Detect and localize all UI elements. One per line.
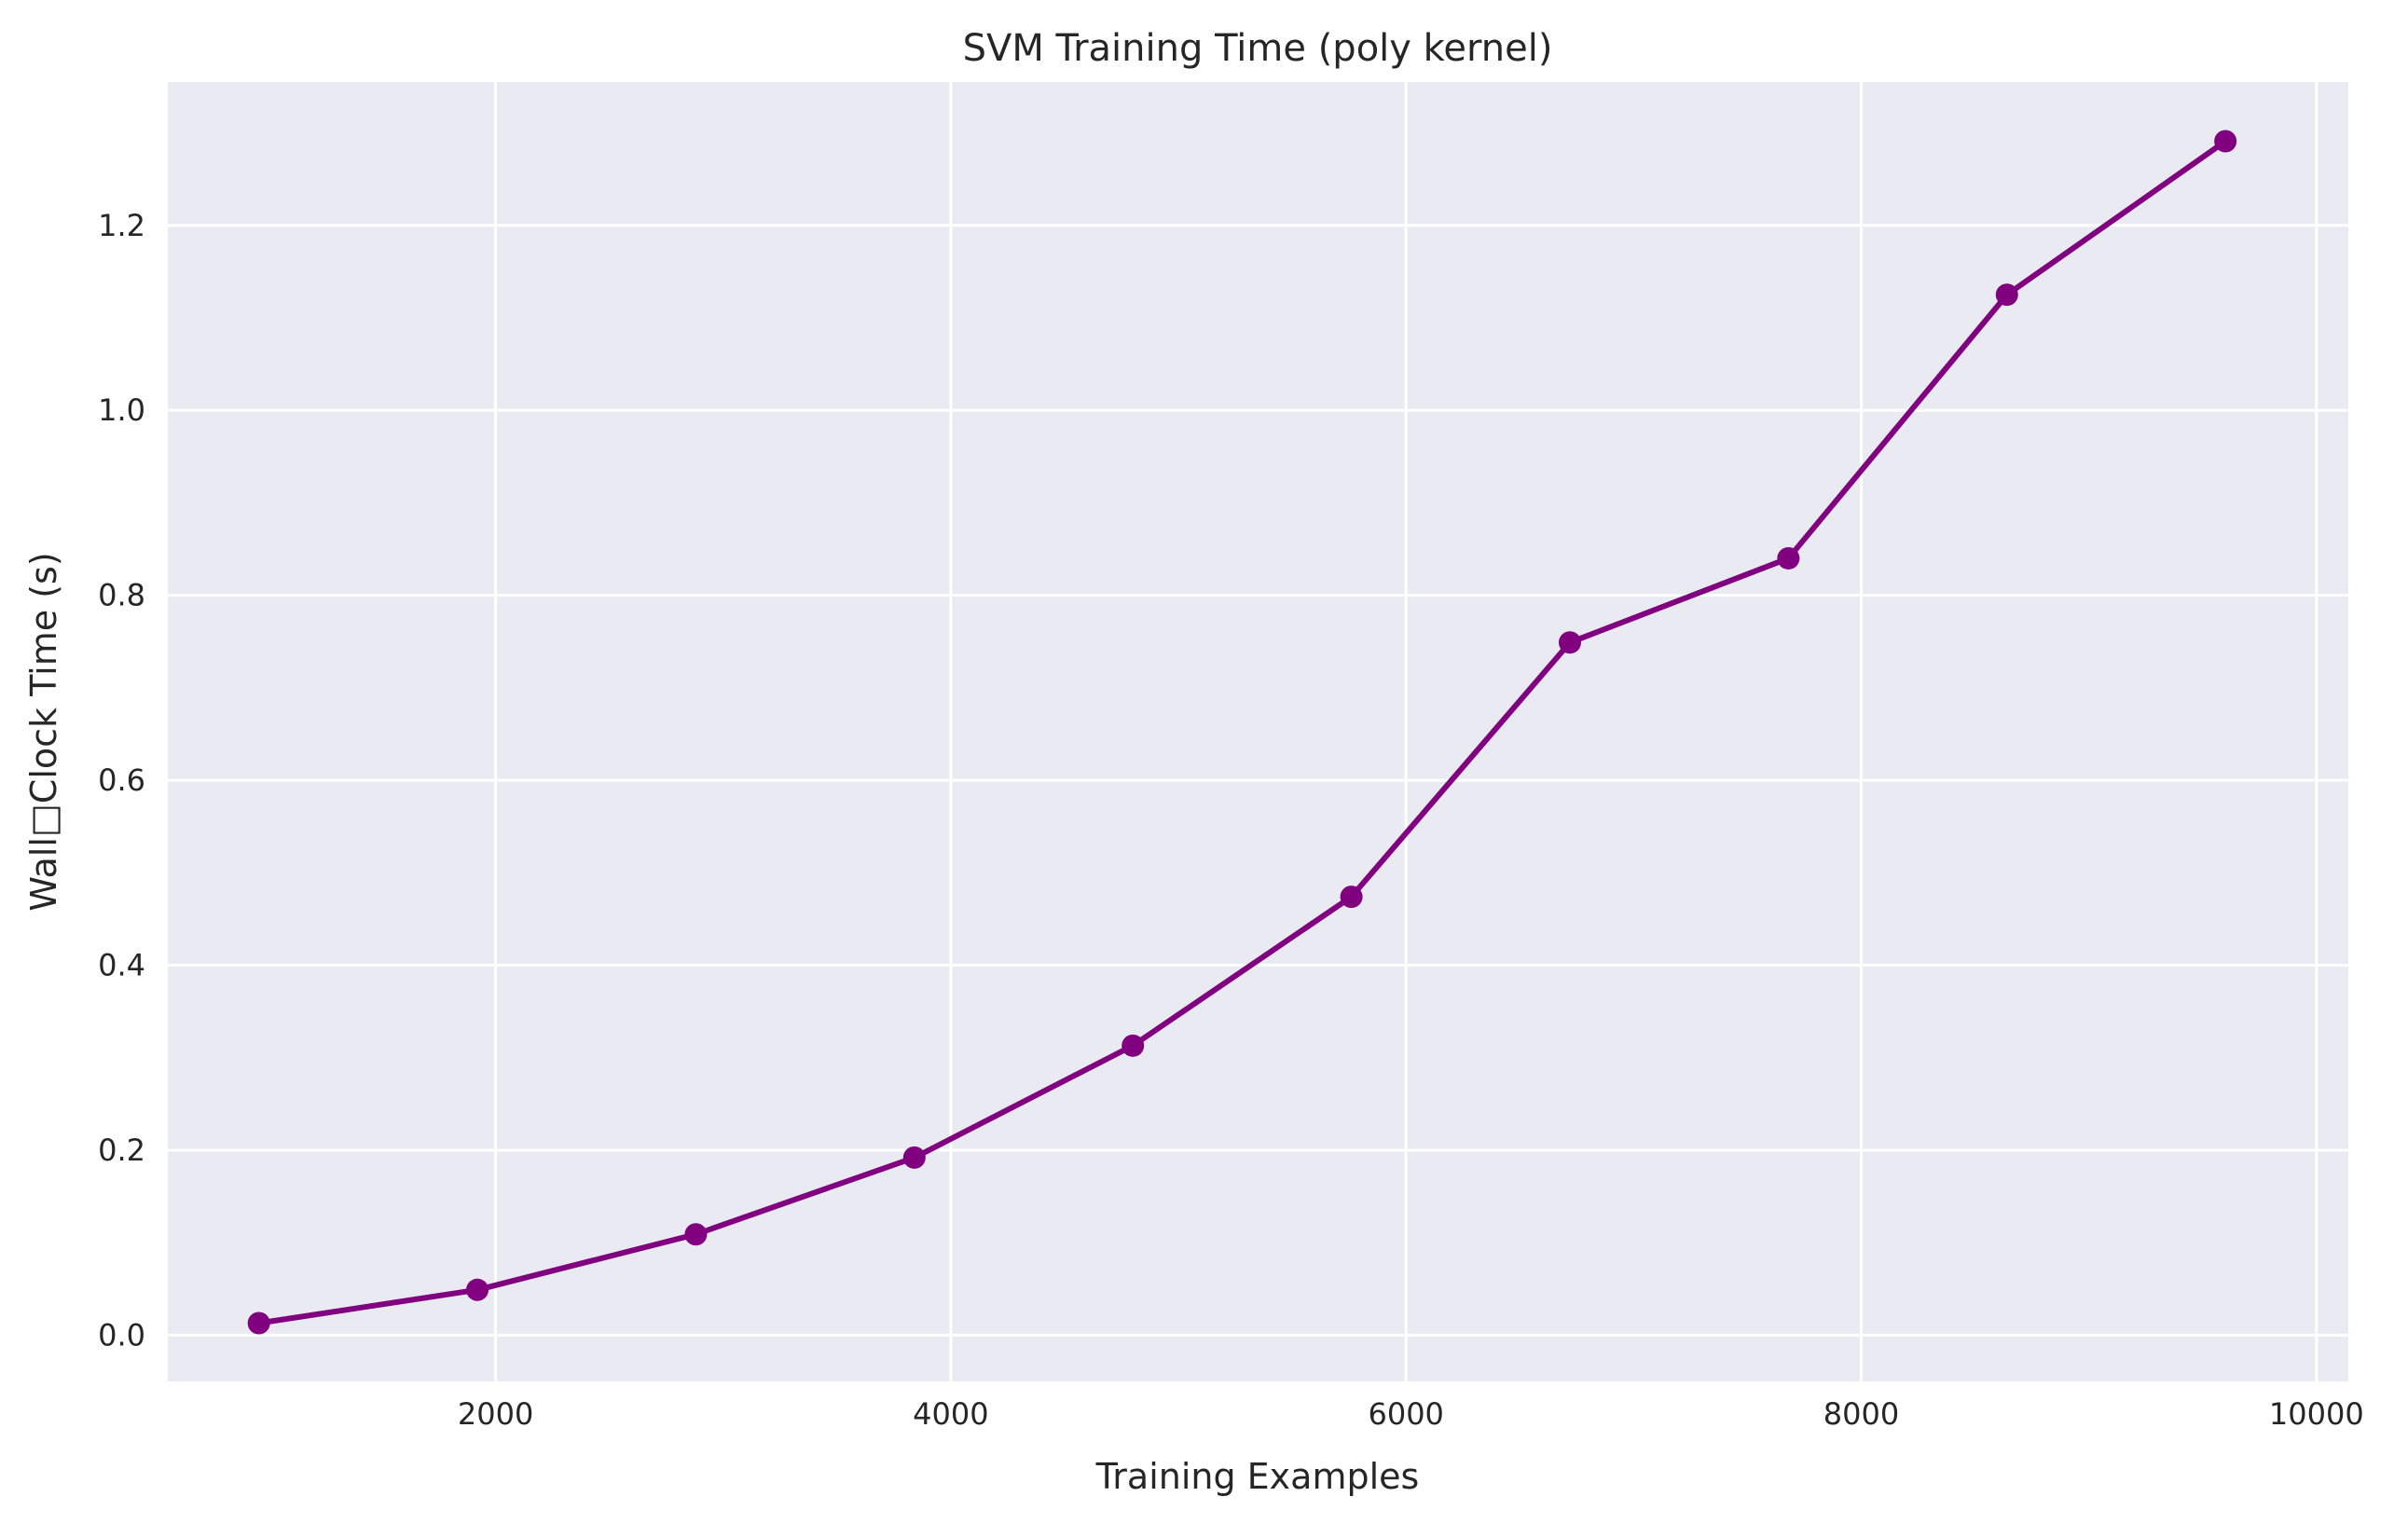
data-point <box>1340 886 1363 909</box>
chart-title: SVM Training Time (poly kernel) <box>963 27 1553 70</box>
x-tick-label: 6000 <box>1368 1396 1443 1432</box>
x-axis-label: Training Examples <box>1095 1456 1420 1497</box>
y-tick-labels: 0.0 0.2 0.4 0.6 0.8 1.0 1.2 <box>98 208 145 1353</box>
y-tick-label: 0.4 <box>98 948 145 983</box>
y-tick-label: 0.2 <box>98 1133 145 1168</box>
data-point <box>1995 283 2018 307</box>
data-point <box>1777 546 1800 570</box>
data-point <box>1558 631 1581 654</box>
x-tick-label: 2000 <box>458 1396 533 1432</box>
series-line <box>255 138 2229 1326</box>
y-tick-label: 0.6 <box>98 762 145 798</box>
data-point <box>902 1146 926 1169</box>
data-point <box>1121 1034 1145 1057</box>
x-tick-label: 10000 <box>2269 1396 2364 1432</box>
y-tick-label: 1.0 <box>98 392 145 428</box>
y-axis-label: Wall□Clock Time (s) <box>23 552 64 911</box>
data-point <box>466 1278 489 1301</box>
y-tick-label: 0.0 <box>98 1317 145 1352</box>
series-layer <box>247 130 2237 1335</box>
y-tick-label: 1.2 <box>98 208 145 243</box>
x-tick-labels: 2000 4000 6000 8000 10000 <box>458 1396 2364 1432</box>
data-point <box>2214 130 2237 153</box>
grid-lines <box>168 82 2348 1381</box>
data-point <box>247 1311 270 1335</box>
x-tick-label: 4000 <box>913 1396 988 1432</box>
x-tick-label: 8000 <box>1823 1396 1899 1432</box>
plot-background <box>168 82 2348 1381</box>
y-tick-label: 0.8 <box>98 578 145 613</box>
data-point <box>684 1223 708 1246</box>
